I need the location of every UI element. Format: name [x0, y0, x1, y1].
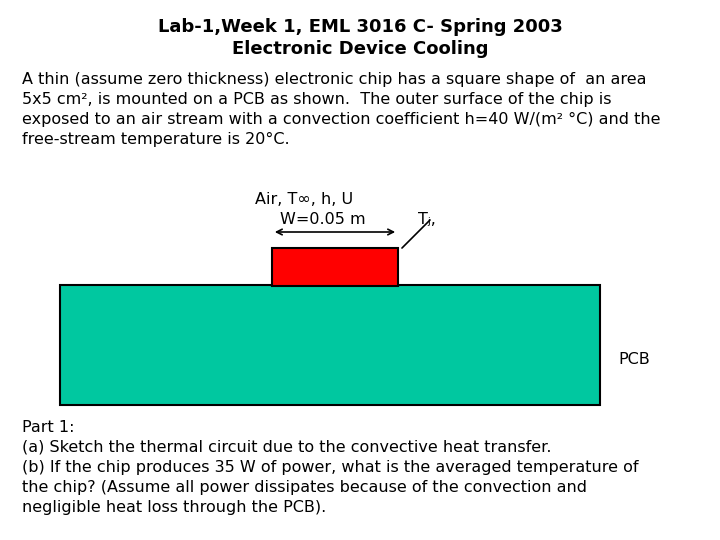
Text: the chip? (Assume all power dissipates because of the convection and: the chip? (Assume all power dissipates b… [22, 480, 587, 495]
Text: 5x5 cm², is mounted on a PCB as shown.  The outer surface of the chip is: 5x5 cm², is mounted on a PCB as shown. T… [22, 92, 611, 107]
Text: exposed to an air stream with a convection coefficient h=40 W/(m² °C) and the: exposed to an air stream with a convecti… [22, 112, 660, 127]
Text: (a) Sketch the thermal circuit due to the convective heat transfer.: (a) Sketch the thermal circuit due to th… [22, 440, 552, 455]
Text: PCB: PCB [618, 353, 649, 368]
Text: Part 1:: Part 1: [22, 420, 74, 435]
Text: W=0.05 m: W=0.05 m [280, 212, 366, 227]
Text: Electronic Device Cooling: Electronic Device Cooling [232, 40, 488, 58]
Text: (b) If the chip produces 35 W of power, what is the averaged temperature of: (b) If the chip produces 35 W of power, … [22, 460, 639, 475]
Text: A thin (assume zero thickness) electronic chip has a square shape of  an area: A thin (assume zero thickness) electroni… [22, 72, 647, 87]
Text: free-stream temperature is 20°C.: free-stream temperature is 20°C. [22, 132, 289, 147]
Text: Air, T∞, h, U: Air, T∞, h, U [255, 192, 353, 207]
Text: negligible heat loss through the PCB).: negligible heat loss through the PCB). [22, 500, 326, 515]
Bar [60, 285, 600, 405]
Text: Lab-1,Week 1, EML 3016 C- Spring 2003: Lab-1,Week 1, EML 3016 C- Spring 2003 [158, 18, 562, 36]
Text: Tⱼ,: Tⱼ, [418, 212, 436, 227]
Bar [272, 248, 398, 286]
